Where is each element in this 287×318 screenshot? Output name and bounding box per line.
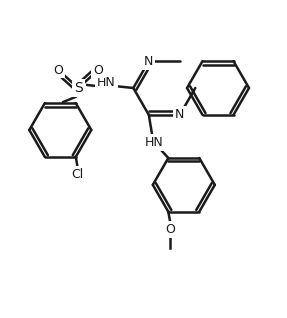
Text: O: O [165, 223, 175, 236]
Text: HN: HN [97, 77, 116, 89]
Text: O: O [53, 64, 63, 77]
Text: HN: HN [144, 136, 163, 149]
Text: S: S [74, 81, 83, 95]
Text: N: N [144, 55, 154, 68]
Text: N: N [175, 108, 185, 121]
Text: O: O [93, 64, 103, 77]
Text: Cl: Cl [72, 168, 84, 181]
